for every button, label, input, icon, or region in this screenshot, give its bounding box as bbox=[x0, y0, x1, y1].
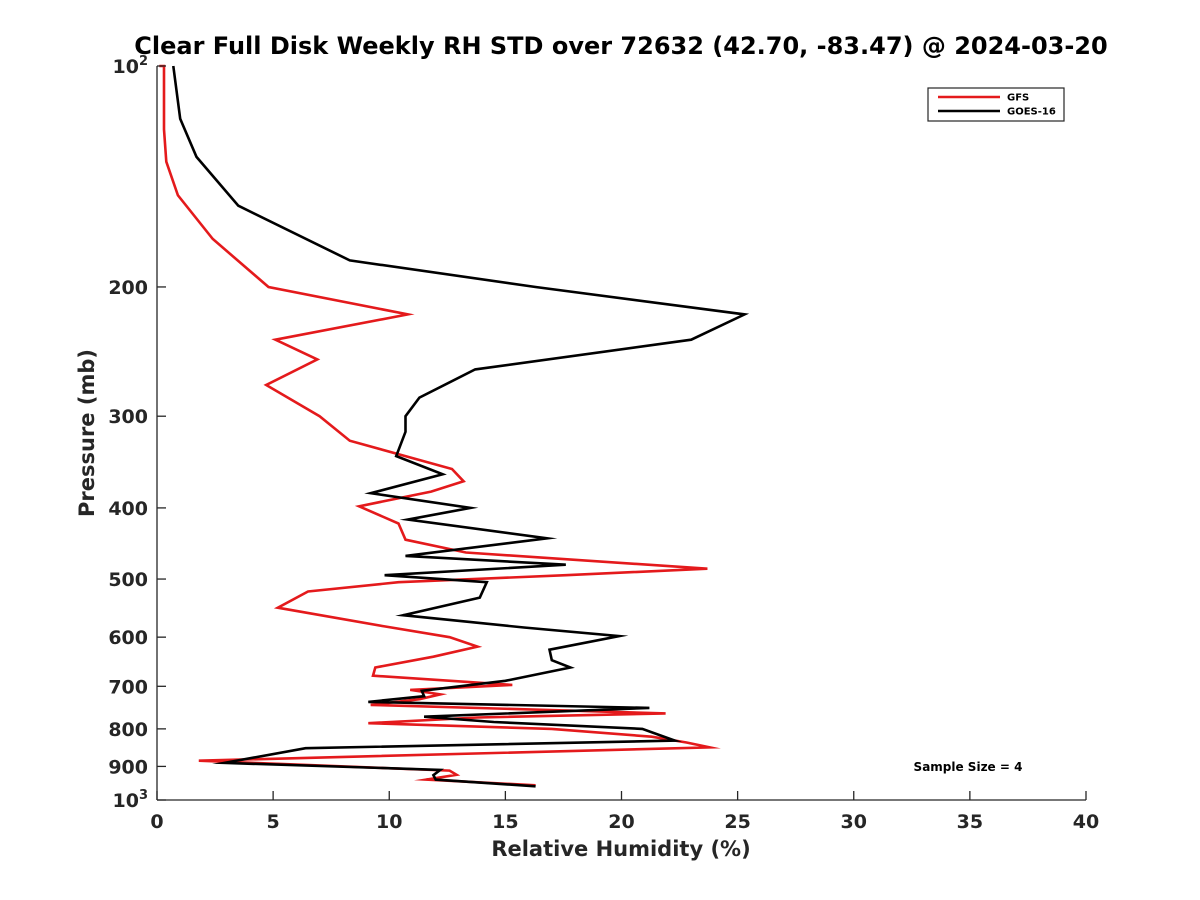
y-tick-label: 300 bbox=[108, 406, 148, 428]
y-tick-label: 500 bbox=[108, 569, 148, 591]
x-axis-label: Relative Humidity (%) bbox=[491, 837, 750, 861]
y-tick-label: 102 bbox=[113, 54, 149, 78]
series-line-goes-16 bbox=[172, 65, 750, 788]
y-tick-label: 700 bbox=[108, 676, 148, 698]
x-tick-label: 40 bbox=[1073, 811, 1099, 833]
y-axis-label: Pressure (mb) bbox=[75, 349, 99, 517]
y-tick-label: 900 bbox=[108, 756, 148, 778]
plot-area bbox=[157, 66, 1086, 800]
x-tick-label: 35 bbox=[957, 811, 983, 833]
x-tick-label: 15 bbox=[492, 811, 518, 833]
x-tick-label: 30 bbox=[841, 811, 867, 833]
x-tick-label: 20 bbox=[608, 811, 634, 833]
series-layer bbox=[159, 64, 750, 788]
sample-size-annotation: Sample Size = 4 bbox=[914, 760, 1023, 774]
x-tick-label: 25 bbox=[724, 811, 750, 833]
legend-entry-label: GFS bbox=[1007, 93, 1029, 104]
legend-box bbox=[927, 87, 1065, 122]
y-tick-label: 600 bbox=[108, 627, 148, 649]
x-tick-label: 5 bbox=[267, 811, 280, 833]
x-tick-label: 10 bbox=[376, 811, 402, 833]
series-line-gfs bbox=[159, 64, 721, 787]
plot-background bbox=[157, 66, 1086, 800]
chart-title: Clear Full Disk Weekly RH STD over 72632… bbox=[134, 32, 1107, 60]
y-tick-label: 200 bbox=[108, 277, 148, 299]
legend: GFS GOES-16 bbox=[927, 87, 1065, 122]
y-tick-label: 103 bbox=[113, 788, 149, 812]
y-tick-label: 400 bbox=[108, 498, 148, 520]
y-tick-label: 800 bbox=[108, 719, 148, 741]
x-tick-label: 0 bbox=[150, 811, 163, 833]
axes-layer: 0 5 10 15 20 25 30 35 40 102 200 300 400 500 600 700 800… bbox=[108, 54, 1099, 833]
legend-entry-label: GOES-16 bbox=[1007, 107, 1056, 118]
